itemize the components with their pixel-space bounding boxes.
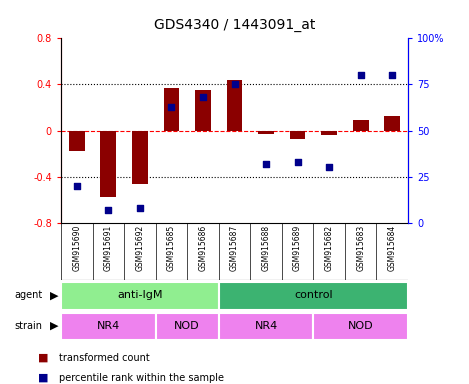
Text: NOD: NOD (348, 321, 373, 331)
Text: GSM915686: GSM915686 (198, 224, 207, 271)
Bar (321, 131, 337, 135)
Bar (100, 131, 116, 197)
Point (294, 159, 302, 165)
Text: ■: ■ (38, 373, 48, 383)
Bar (195, 90, 211, 131)
Point (136, 205, 144, 211)
Point (325, 164, 333, 170)
Bar (132, 131, 148, 184)
Text: control: control (294, 290, 333, 300)
Text: GSM915692: GSM915692 (136, 224, 144, 271)
Text: transformed count: transformed count (59, 353, 149, 363)
Bar (313, 313, 408, 340)
Text: NR4: NR4 (254, 321, 278, 331)
Text: ▶: ▶ (50, 321, 58, 331)
Bar (61, 313, 156, 340)
Text: NR4: NR4 (97, 321, 120, 331)
Text: GSM915682: GSM915682 (325, 224, 333, 271)
Point (231, 81, 238, 88)
Text: percentile rank within the sample: percentile rank within the sample (59, 373, 224, 383)
Bar (219, 313, 313, 340)
Bar (219, 282, 408, 310)
Point (388, 72, 396, 78)
Text: ■: ■ (38, 353, 48, 363)
Text: GSM915684: GSM915684 (388, 224, 397, 271)
Text: anti-IgM: anti-IgM (117, 290, 163, 300)
Text: NOD: NOD (174, 321, 200, 331)
Bar (227, 80, 242, 131)
Text: strain: strain (14, 321, 42, 331)
Bar (385, 116, 400, 131)
Text: GSM915688: GSM915688 (262, 224, 271, 271)
Point (357, 72, 364, 78)
Point (199, 94, 207, 101)
Bar (69, 131, 84, 151)
Bar (156, 313, 219, 340)
Point (167, 104, 175, 110)
Bar (61, 282, 219, 310)
Text: ▶: ▶ (50, 290, 58, 300)
Bar (164, 88, 179, 131)
Point (262, 161, 270, 167)
Text: GSM915690: GSM915690 (72, 224, 81, 271)
Text: GSM915687: GSM915687 (230, 224, 239, 271)
Bar (258, 131, 274, 134)
Bar (290, 131, 305, 139)
Text: agent: agent (14, 290, 42, 300)
Text: GSM915689: GSM915689 (293, 224, 302, 271)
Text: GSM915685: GSM915685 (167, 224, 176, 271)
Text: GSM915691: GSM915691 (104, 224, 113, 271)
Bar (353, 120, 369, 131)
Point (73, 183, 81, 189)
Text: GDS4340 / 1443091_at: GDS4340 / 1443091_at (154, 18, 315, 32)
Point (105, 207, 112, 213)
Text: GSM915683: GSM915683 (356, 224, 365, 271)
